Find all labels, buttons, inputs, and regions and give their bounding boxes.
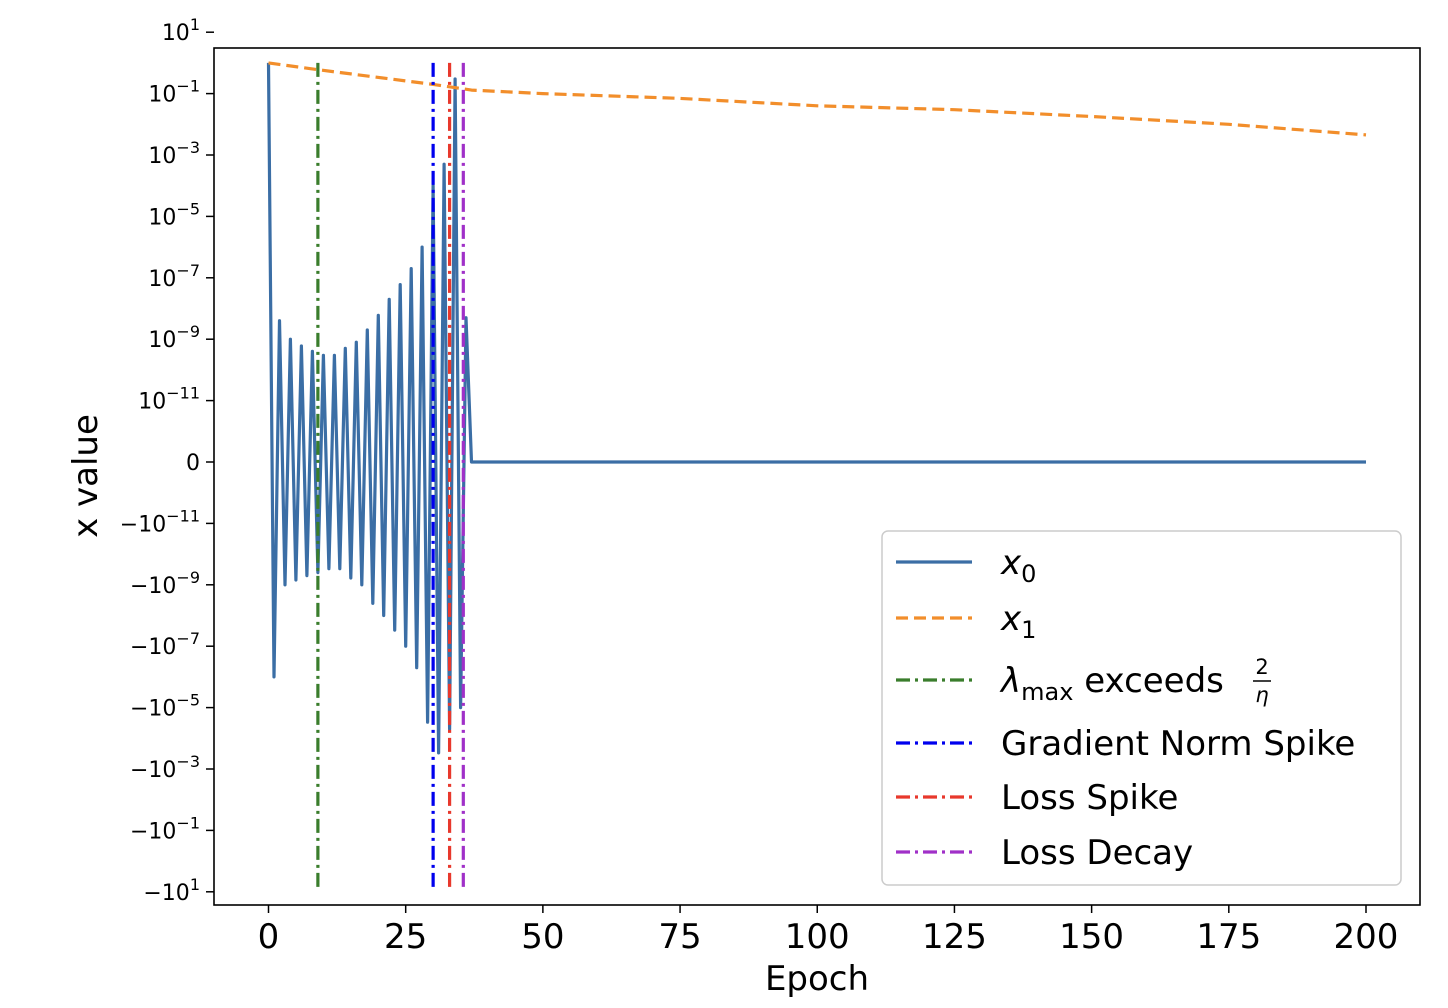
legend-item: x0 [896,543,1036,588]
y-axis: 101 10−1 10−3 10−5 10−7 10−9 10−11 0 −10−11 −10−9… [120,15,214,906]
y-tick-label: 10−9 [148,322,200,353]
y-axis-label: x value [66,414,106,538]
legend-label: Loss Decay [1001,833,1193,873]
x-tick-label: 25 [384,917,427,957]
y-tick-label: 0 [186,451,200,476]
y-tick-label: 101 [162,15,200,46]
x-tick-label: 125 [922,917,987,957]
legend-label: λmax exceeds [999,661,1224,706]
legend-item: Gradient Norm Spike [896,724,1355,764]
legend-fraction-numerator: 2 [1255,655,1268,679]
legend-box [881,530,1402,886]
legend-fraction-denominator: η [1255,683,1268,707]
x-tick-label: 150 [1059,917,1124,957]
y-tick-label: −10−9 [130,568,200,599]
x-tick-label: 100 [785,917,850,957]
legend-label: Gradient Norm Spike [1001,724,1355,764]
x-tick-label: 50 [521,917,564,957]
series-x0-line [266,62,1366,755]
legend-label: Loss Spike [1001,778,1178,818]
legend-label: x1 [1000,599,1036,644]
y-tick-label: −10−5 [130,691,200,722]
y-tick-label: −10−7 [130,629,200,660]
y-tick-label: 10−3 [148,138,200,169]
y-tick-label: 10−11 [138,384,200,415]
x-axis: 0 25 50 75 100 125 150 175 200 [258,905,1399,957]
y-tick-label: 10−5 [148,199,200,230]
y-tick-label: 10−7 [148,261,200,292]
y-tick-label: −10−1 [130,813,200,844]
legend-item: λmax exceeds 2 η [896,655,1271,707]
legend: x0 x1 λmax exceeds 2 η Gradient Norm Spike Lo… [881,530,1402,886]
y-tick-label: −101 [143,875,200,906]
x-tick-label: 0 [258,917,280,957]
x-tick-label: 75 [658,917,701,957]
x-tick-label: 200 [1334,917,1399,957]
legend-item: Loss Decay [896,833,1193,873]
x-axis-label: Epoch [765,959,869,999]
legend-label: x0 [1000,543,1036,588]
legend-item: x1 [896,599,1036,644]
legend-item: Loss Spike [896,778,1178,818]
y-tick-label: −10−3 [130,752,200,783]
plot-area [266,61,1367,892]
series-x1-line [268,61,1367,137]
y-tick-label: 10−1 [148,77,200,108]
x-tick-label: 175 [1196,917,1261,957]
y-tick-label: −10−11 [120,506,200,537]
